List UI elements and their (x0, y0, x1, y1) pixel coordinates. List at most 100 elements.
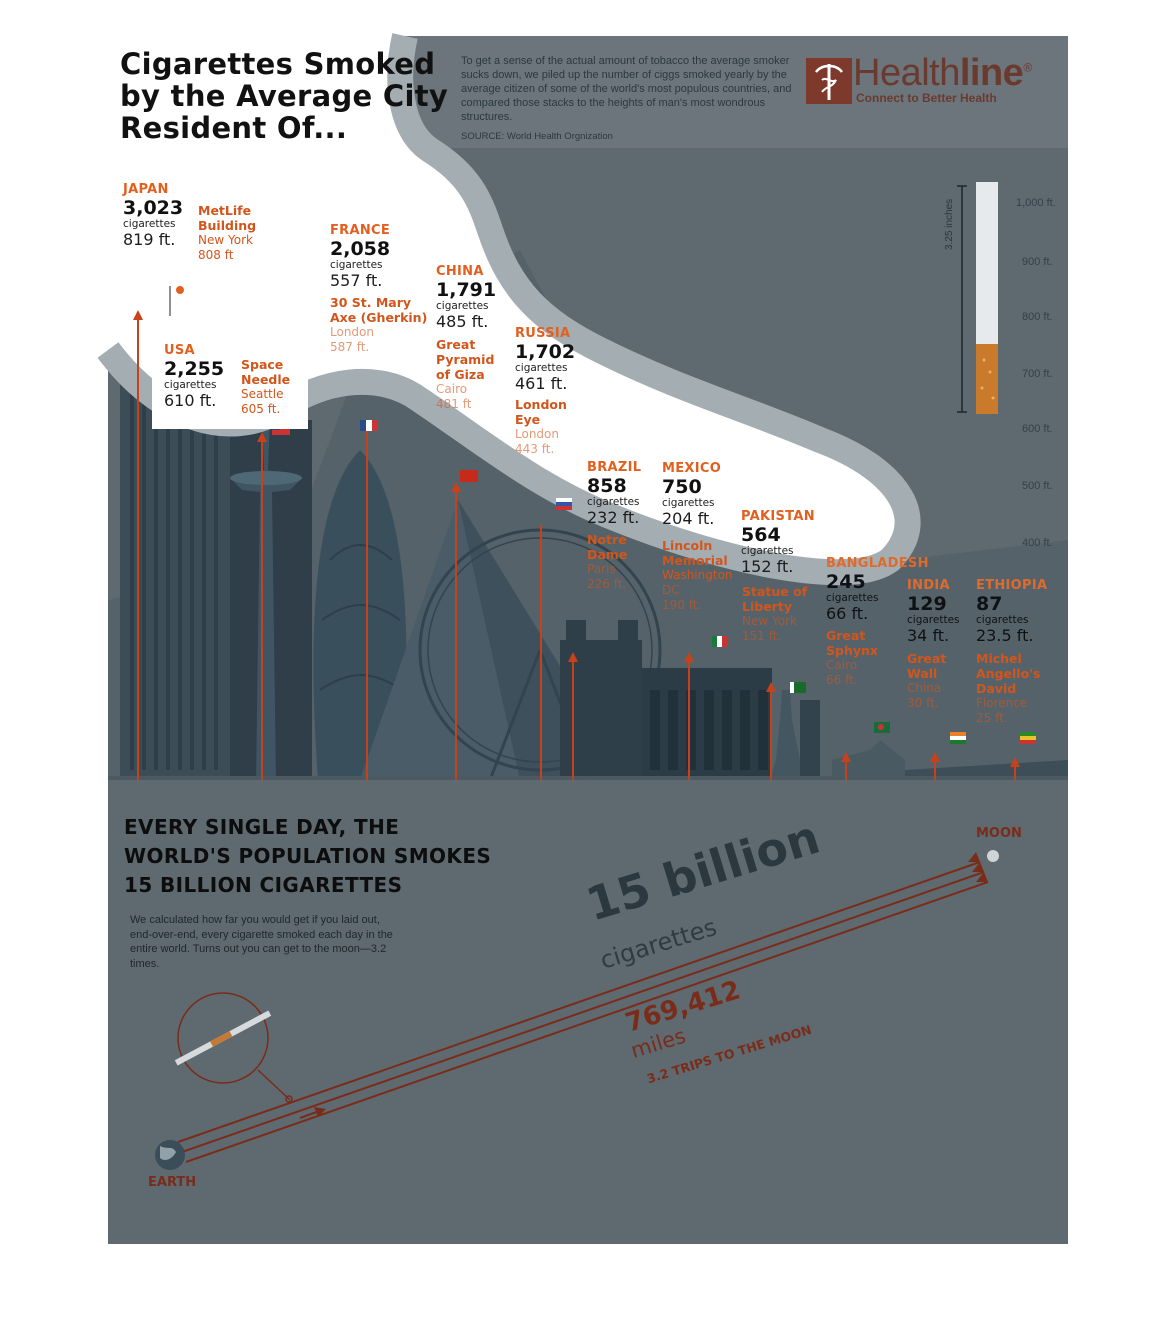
country-name: ETHIOPIA (976, 578, 1048, 593)
headline-line: WORLD'S POPULATION SMOKES (124, 844, 492, 868)
landmark-david: Michel Angello's David Florence 25 ft. (976, 651, 1040, 726)
landmark-height: 151 ft. (742, 629, 782, 643)
landmark-city: Cairo (436, 382, 468, 396)
country-russia: RUSSIA 1,702 cigarettes 461 ft. (515, 326, 575, 394)
cigarette-scale (957, 182, 998, 414)
cigarette-count: 3,023 (123, 197, 184, 219)
landmark-great-wall: Great Wall China 30 ft. (907, 651, 946, 711)
landmark-name: Sphynx (826, 643, 878, 658)
logo-wordmark[interactable]: Healthline® (853, 52, 1032, 95)
landmark-name: Liberty (742, 599, 792, 614)
landmark-name: Great (907, 651, 947, 666)
landmark-height: 25 ft. (976, 711, 1008, 725)
logo-word-bold: line (959, 52, 1024, 94)
cigarette-count: 87 (976, 593, 1003, 615)
landmark-city: Cairo (826, 658, 858, 672)
flag-china (460, 470, 478, 482)
country-name: BANGLADESH (826, 556, 929, 571)
landmark-lincoln-memorial: Lincoln Memorial Washington DC 190 ft. (662, 538, 733, 613)
landmark-name: Building (198, 218, 257, 233)
cigarette-count: 2,255 (164, 358, 225, 380)
country-usa: USA 2,255 cigarettes 610 ft. (164, 343, 224, 411)
cigarette-unit: cigarettes (123, 218, 176, 230)
logo-registered: ® (1023, 60, 1032, 75)
headline-line: 15 BILLION CIGARETTES (124, 873, 403, 897)
landmark-height: 66 ft. (826, 673, 858, 687)
moon-dot (987, 850, 999, 862)
landmark-pyramid: Great Pyramid of Giza Cairo 481 ft (436, 337, 494, 412)
daily-headline: EVERY SINGLE DAY, THE WORLD'S POPULATION… (124, 813, 504, 900)
landmark-height: 443 ft. (515, 442, 555, 456)
distance-explanation: We calculated how far you would get if y… (130, 914, 393, 970)
title-line: Cigarettes Smoked (120, 47, 436, 81)
country-bangladesh: BANGLADESH 245 cigarettes 66 ft. (826, 556, 929, 624)
landmark-city: DC (662, 583, 680, 597)
country-name: MEXICO (662, 461, 722, 476)
flag-pakistan (790, 682, 806, 693)
landmark-city: Florence (976, 696, 1028, 710)
landmark-name: Great (826, 628, 866, 643)
landmark-name: Great (436, 337, 476, 352)
cigarette-unit: cigarettes (907, 614, 960, 626)
landmark-gherkin: 30 St. Mary Axe (Gherkin) London 587 ft. (330, 295, 427, 355)
landmark-name: Memorial (662, 553, 728, 568)
landmark-name: Michel (976, 651, 1022, 666)
landmark-name: Angello's (976, 666, 1041, 681)
usa-label-box (152, 337, 308, 429)
cloud-shape (108, 36, 908, 573)
country-name: FRANCE (330, 223, 391, 238)
landmark-height: 808 ft (198, 248, 234, 262)
great-wall (905, 760, 1068, 780)
stack-height: 610 ft. (164, 391, 217, 410)
country-india: INDIA 129 cigarettes 34 ft. (907, 578, 960, 646)
scale-tick: 700 ft. (1022, 368, 1053, 380)
country-ethiopia: ETHIOPIA 87 cigarettes 23.5 ft. (976, 578, 1047, 646)
cigarette-unit: cigarettes (741, 545, 794, 557)
landmark-height: 190 ft. (662, 598, 702, 612)
landmark-name: Pyramid (436, 352, 495, 367)
landmark-name: Needle (241, 372, 291, 387)
stack-height: 34 ft. (907, 626, 950, 645)
cloud-border (97, 33, 921, 586)
stack-height: 204 ft. (662, 509, 715, 528)
scale-tick: 900 ft. (1022, 256, 1053, 268)
landmark-height: 226 ft. (587, 577, 627, 591)
cigarette-unit: cigarettes (826, 592, 879, 604)
country-name: CHINA (436, 264, 484, 279)
earth-label: EARTH (148, 1175, 197, 1190)
landmark-height: 30 ft. (907, 696, 939, 710)
landmark-notre-dame: Notre Dame Paris 226 ft. (587, 532, 627, 592)
country-mexico: MEXICO 750 cigarettes 204 ft. (662, 461, 721, 529)
country-name: JAPAN (123, 182, 169, 197)
stack-height: 819 ft. (123, 230, 176, 249)
landmark-city: Seattle (241, 387, 284, 401)
cigarette-count: 2,058 (330, 238, 391, 260)
headline-line: EVERY SINGLE DAY, THE (124, 815, 400, 839)
sphynx (832, 740, 905, 780)
cigarette-length-label: 3.25 inches (944, 198, 955, 250)
country-name: PAKISTAN (741, 509, 815, 524)
source-text: SOURCE: World Health Orgnization (461, 131, 613, 142)
landmark-name: London (515, 397, 567, 412)
cigarette-count: 129 (907, 593, 947, 615)
landmark-sphynx: Great Sphynx Cairo 66 ft. (826, 628, 878, 688)
scale-tick: 400 ft. (1022, 537, 1053, 549)
country-pakistan: PAKISTAN 564 cigarettes 152 ft. (741, 509, 815, 577)
magnifier-circle (177, 992, 269, 1084)
landmark-city: Washington (662, 568, 733, 582)
title-line: by the Average City (120, 79, 449, 113)
flag-mexico (712, 636, 717, 647)
cigarette-count: 750 (662, 476, 702, 498)
country-france: FRANCE 2,058 cigarettes 557 ft. (330, 223, 390, 291)
intro-text: To get a sense of the actual amount of t… (461, 55, 792, 123)
landmark-space-needle: Space Needle Seattle 605 ft. (241, 357, 290, 417)
stack-height: 152 ft. (741, 557, 794, 576)
landmark-name: 30 St. Mary (330, 295, 412, 310)
statue-of-liberty (770, 690, 806, 780)
landmark-metlife: MetLife Building New York 808 ft (198, 203, 256, 263)
cigarette-count: 858 (587, 475, 627, 497)
landmark-name: Statue of (742, 584, 808, 599)
landmark-city: Paris (587, 562, 616, 576)
country-name: USA (164, 343, 195, 358)
